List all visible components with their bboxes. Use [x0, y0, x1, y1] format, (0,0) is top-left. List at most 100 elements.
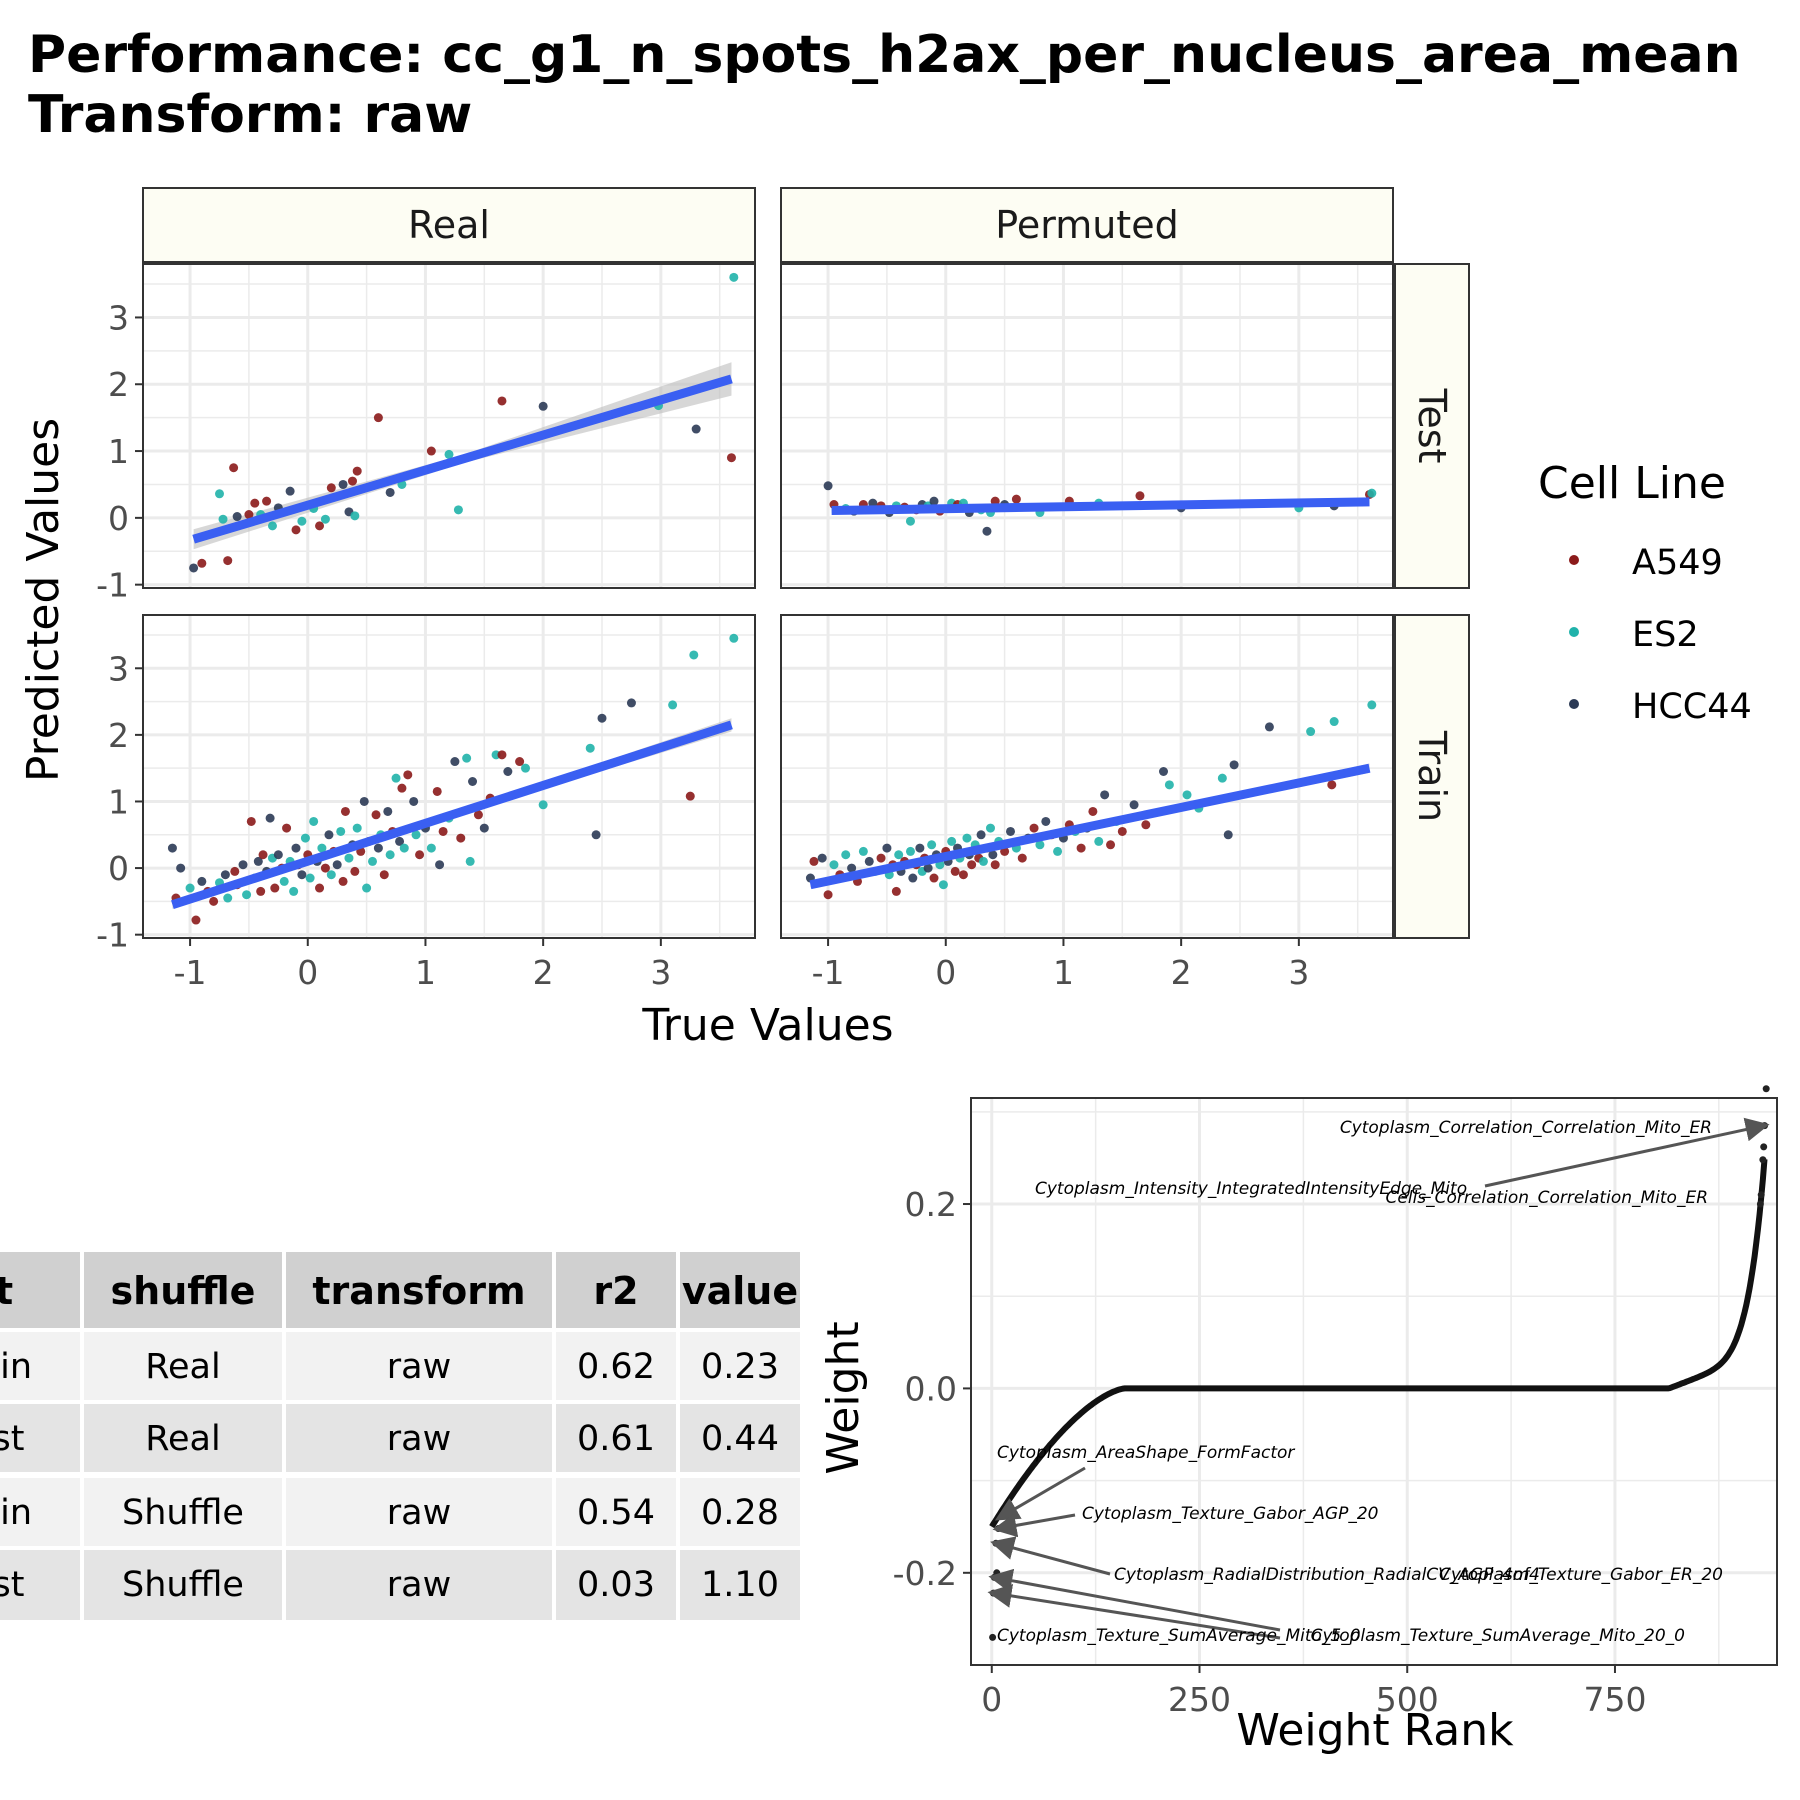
data-point-hcc44 — [538, 401, 548, 411]
data-point-hcc44 — [988, 850, 998, 860]
data-point-a549 — [250, 498, 260, 508]
weight-x-tick-label: 500 — [1376, 1680, 1439, 1719]
data-point-es2 — [947, 836, 957, 846]
facet-scatter-chart: Real -1 0 1 2 3 -1 0 1 2 3 -1 0 1 2 3 Permuted -1 0 1 2 3 Test… — [96, 187, 1470, 992]
data-point-a549 — [929, 873, 939, 883]
weight-curve — [989, 1159, 1768, 1529]
data-point-a549 — [340, 806, 350, 816]
data-point-es2 — [1367, 488, 1377, 498]
data-point-es2 — [927, 840, 937, 850]
table-cell: Real — [145, 1419, 220, 1459]
data-point-hcc44 — [479, 823, 489, 833]
feature-annotation: Cytoplasm_RadialDistribution_RadialCV_AG… — [1114, 1565, 1540, 1585]
data-point-hcc44 — [817, 853, 827, 863]
weight-y-axis-title: Weight — [818, 1321, 869, 1474]
data-point-hcc44 — [1264, 722, 1274, 732]
data-point-a549 — [1076, 843, 1086, 853]
data-point-hcc44 — [176, 863, 186, 873]
data-point-a549 — [315, 521, 325, 531]
legend-key-a549 — [1569, 555, 1579, 565]
table-cell: 0.03 — [577, 1565, 655, 1605]
data-point-es2 — [368, 856, 377, 866]
table-header-cell — [84, 1252, 282, 1328]
data-point-es2 — [1035, 840, 1045, 850]
data-point-es2 — [668, 700, 678, 710]
data-point-es2 — [185, 883, 195, 893]
data-point-es2 — [462, 753, 472, 763]
weight-point — [993, 1569, 1001, 1577]
legend-key-hcc44 — [1569, 699, 1579, 709]
table-cell: Train — [0, 1347, 32, 1387]
fit-line — [831, 497, 1370, 516]
table-cell: raw — [387, 1493, 451, 1533]
table-cell-bg — [556, 1550, 676, 1620]
data-point-hcc44 — [864, 856, 874, 866]
annotation-arrow — [992, 1513, 1076, 1538]
data-point-a549 — [338, 876, 348, 886]
data-point-hcc44 — [923, 863, 933, 873]
data-point-es2 — [841, 850, 851, 860]
y-tick-label: 3 — [108, 298, 129, 337]
table-header-fit: fit — [0, 1269, 13, 1313]
weight-rank-chart: Cytoplasm_Correlation_Correlation_Mito_E… — [893, 1085, 1778, 1719]
data-point-es2 — [385, 850, 395, 860]
table-cell: Shuffle — [122, 1565, 244, 1605]
table-cell: Train — [0, 1493, 32, 1533]
data-point-hcc44 — [1223, 830, 1233, 840]
data-point-a549 — [209, 896, 219, 906]
data-point-hcc44 — [291, 843, 301, 853]
table-header-value: value — [682, 1269, 798, 1313]
data-point-es2 — [1094, 836, 1104, 846]
strip-train: Train — [1394, 614, 1470, 939]
table-cell-bg — [0, 1332, 80, 1400]
data-point-a549 — [891, 886, 901, 896]
x-tick-label: -1 — [174, 953, 207, 992]
y-tick-label: -1 — [96, 566, 129, 605]
data-point-hcc44 — [189, 563, 199, 573]
data-point-a549 — [352, 466, 362, 476]
table-row: Train Shuffle raw 0.54 0.28 — [0, 1478, 800, 1546]
data-point-a549 — [1011, 494, 1021, 504]
feature-annotation: Cytoplasm_Texture_Gabor_AGP_20 — [1082, 1504, 1379, 1524]
data-point-a549 — [246, 816, 256, 826]
y-tick-label: 0 — [108, 849, 129, 888]
x-tick-label: 0 — [935, 953, 956, 992]
data-point-es2 — [521, 763, 530, 773]
weight-point — [1756, 1200, 1764, 1208]
table-cell: 0.44 — [701, 1419, 779, 1459]
data-point-es2 — [344, 853, 354, 863]
data-point-hcc44 — [1100, 790, 1110, 800]
table-cell-bg — [556, 1332, 676, 1400]
data-point-a549 — [809, 856, 819, 866]
table-cell-bg — [0, 1404, 80, 1472]
strip-real: Real — [142, 187, 756, 263]
data-point-a549 — [244, 510, 254, 520]
data-point-a549 — [197, 558, 207, 568]
y-tick-label: -1 — [96, 916, 129, 955]
data-point-es2 — [905, 846, 915, 856]
weight-x-tick-label: 250 — [1168, 1680, 1231, 1719]
table-cell: 1.10 — [701, 1565, 779, 1605]
data-point-hcc44 — [915, 843, 925, 853]
y-tick-label: 1 — [108, 782, 129, 821]
data-point-es2 — [1329, 717, 1339, 727]
data-point-a549 — [1029, 823, 1039, 833]
data-point-a549 — [320, 863, 330, 873]
data-point-a549 — [262, 496, 272, 506]
data-point-es2 — [1217, 773, 1227, 783]
data-point-hcc44 — [265, 813, 275, 823]
data-point-es2 — [305, 873, 315, 883]
data-point-hcc44 — [597, 713, 607, 723]
data-point-es2 — [362, 883, 372, 893]
data-point-a549 — [958, 870, 968, 880]
data-point-hcc44 — [409, 796, 419, 806]
data-point-hcc44 — [591, 830, 601, 840]
y-tick-label: 2 — [108, 365, 129, 404]
data-point-es2 — [350, 511, 360, 521]
table-header-cell — [556, 1252, 676, 1328]
annotation-arrow — [987, 1584, 1281, 1640]
table-row: Train Real raw 0.62 0.23 — [0, 1332, 800, 1400]
x-tick-label: 3 — [1288, 953, 1309, 992]
y-tick-label: 2 — [108, 716, 129, 755]
table-cell: raw — [387, 1419, 451, 1459]
